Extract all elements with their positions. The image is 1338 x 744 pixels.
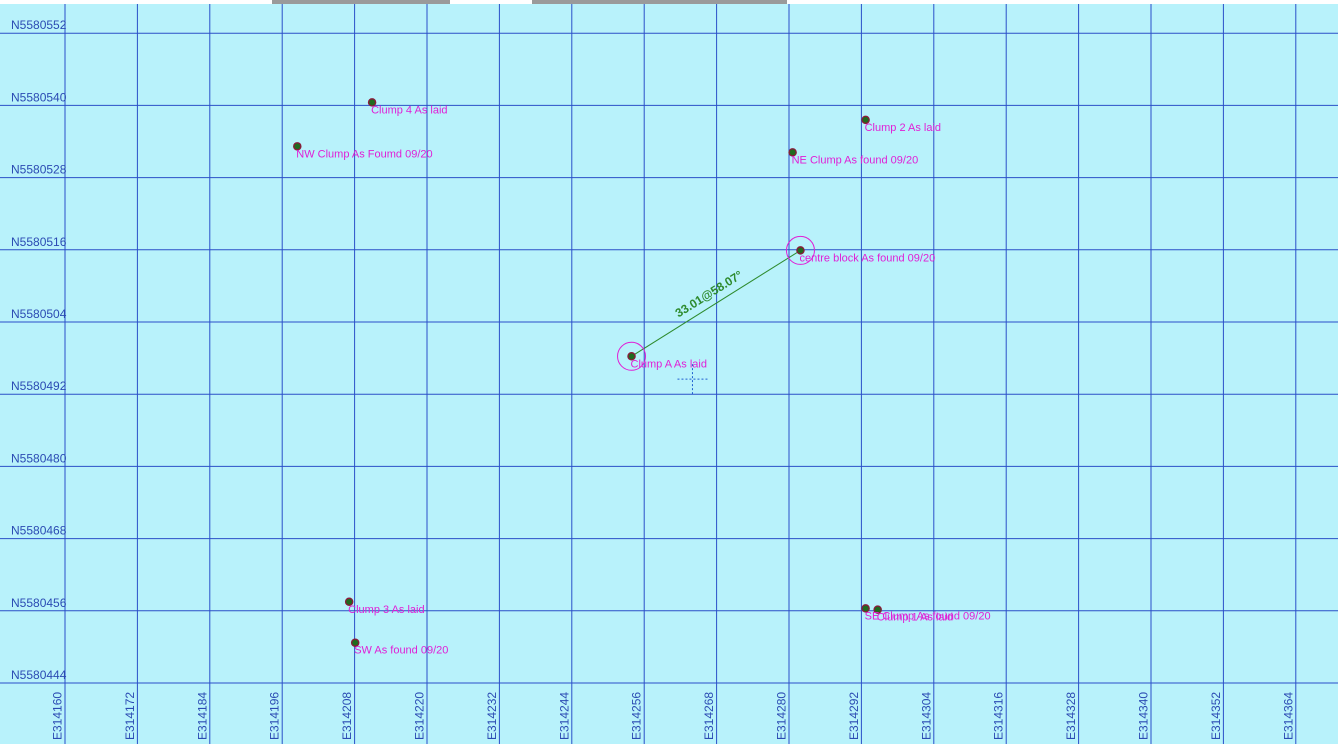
- easting-label: E314196: [268, 692, 282, 740]
- easting-label: E314160: [51, 692, 65, 740]
- survey-point-icon[interactable]: [796, 246, 805, 255]
- easting-label: E314304: [919, 692, 933, 740]
- top-bar-segment-left: [272, 0, 450, 4]
- survey-point-label: Clump A As laid: [631, 358, 707, 370]
- easting-label: E314352: [1209, 692, 1223, 740]
- easting-label: E314172: [123, 692, 137, 740]
- survey-point-icon[interactable]: [350, 638, 360, 647]
- survey-point-label: Clump 2 As laid: [865, 122, 941, 134]
- map-background: [0, 4, 1338, 744]
- survey-point[interactable]: centre block As found 09/20: [796, 246, 935, 265]
- survey-point[interactable]: Clump 4 As laid: [367, 98, 448, 117]
- easting-label: E314280: [775, 692, 789, 740]
- survey-point[interactable]: NW Clump As Foumd 09/20: [293, 142, 433, 161]
- axis-labels: E314160 E314172 E314184 E314196 E314208 E3142…: [11, 18, 1295, 740]
- easting-label: E314292: [847, 692, 861, 740]
- survey-point[interactable]: Clump 1 As laid: [873, 605, 953, 624]
- northing-label: N5580444: [11, 668, 67, 682]
- northing-label: N5580504: [11, 307, 67, 321]
- easting-label: E314244: [557, 692, 571, 740]
- easting-label: E314208: [340, 692, 354, 740]
- easting-label: E314268: [702, 692, 716, 740]
- survey-point-icon[interactable]: [861, 115, 870, 125]
- northing-label: N5580468: [11, 524, 67, 538]
- easting-label: E314364: [1281, 692, 1295, 740]
- coordinate-grid: [0, 4, 1338, 744]
- survey-point-label: centre block As found 09/20: [799, 252, 935, 264]
- survey-point-icon[interactable]: [873, 605, 882, 614]
- top-bar-segment-right: [532, 0, 787, 4]
- measurement-line: [631, 249, 801, 357]
- survey-point[interactable]: Clump 3 As laid: [344, 597, 425, 616]
- northing-label: N5580552: [11, 18, 67, 32]
- survey-point-label: Clump 3 As laid: [348, 604, 424, 616]
- survey-point-icon[interactable]: [627, 352, 636, 361]
- northing-label: N5580516: [11, 235, 67, 249]
- survey-point[interactable]: SE Clump As found 09/20: [861, 604, 991, 623]
- northing-label: N5580492: [11, 379, 67, 393]
- survey-point-label: Clump 4 As laid: [371, 104, 447, 116]
- survey-point-label: Clump 1 As laid: [877, 612, 953, 624]
- easting-label: E314328: [1064, 692, 1078, 740]
- survey-point-icon[interactable]: [861, 604, 870, 613]
- survey-point[interactable]: SW As found 09/20: [350, 638, 449, 657]
- survey-point-icon[interactable]: [367, 98, 377, 107]
- northing-label: N5580528: [11, 163, 67, 177]
- survey-point-icon[interactable]: [293, 142, 302, 151]
- easting-label: E314316: [992, 692, 1006, 740]
- survey-point-label: NW Clump As Foumd 09/20: [296, 148, 432, 160]
- northing-label: N5580480: [11, 451, 67, 465]
- survey-point-label: SW As found 09/20: [354, 645, 448, 657]
- survey-point-label: SE Clump As found 09/20: [865, 610, 991, 622]
- survey-point-icon[interactable]: [788, 148, 797, 157]
- survey-point[interactable]: Clump 2 As laid: [861, 115, 941, 134]
- survey-point-icon[interactable]: [344, 597, 354, 607]
- easting-label: E314232: [485, 692, 499, 740]
- survey-point[interactable]: NE Clump As found 09/20: [788, 148, 919, 167]
- easting-label: E314256: [630, 692, 644, 740]
- survey-points: Clump 4 As laid NW Clump As Foumd 09/20 Cl…: [293, 98, 991, 657]
- easting-label: E314340: [1137, 692, 1151, 740]
- crosshair-icon: [677, 364, 708, 395]
- selection-ring-start: [617, 341, 647, 371]
- survey-point-label: NE Clump As found 09/20: [792, 154, 919, 166]
- easting-label: E314220: [413, 692, 427, 740]
- northing-label: N5580540: [11, 90, 67, 104]
- survey-point[interactable]: Clump A As laid: [627, 352, 707, 371]
- selection-ring-end: [785, 235, 815, 265]
- northing-label: N5580456: [11, 596, 67, 610]
- easting-label: E314184: [195, 692, 209, 740]
